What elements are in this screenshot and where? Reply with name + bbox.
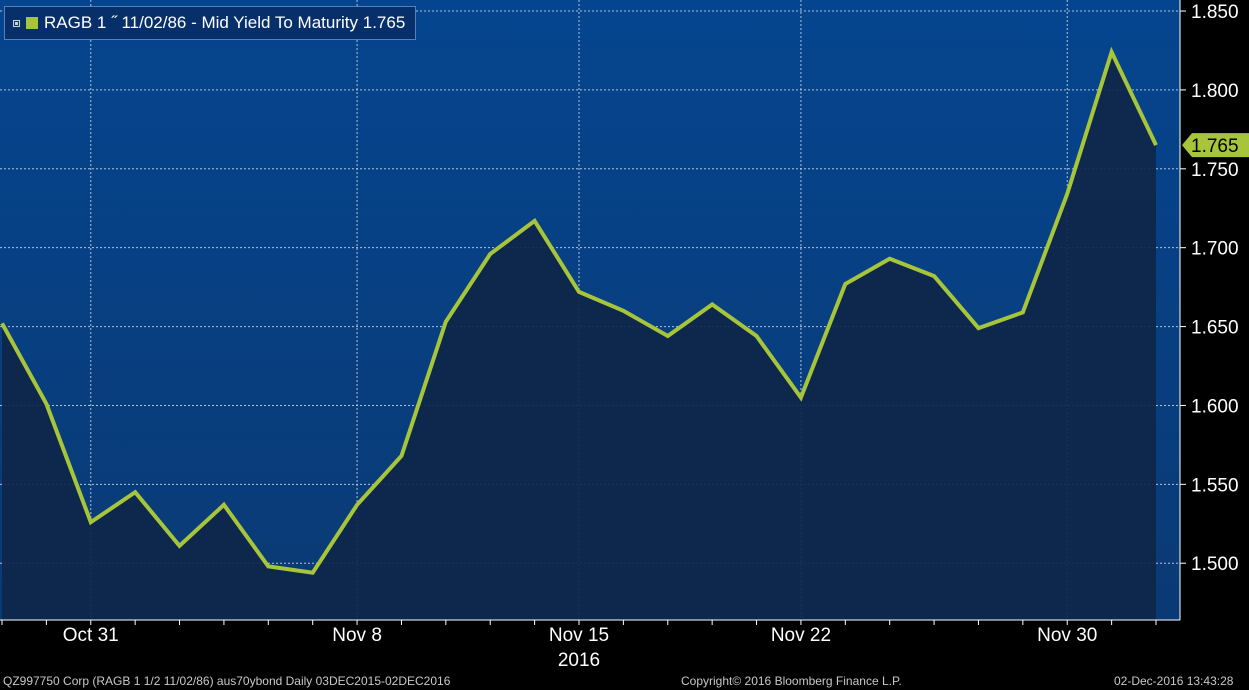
x-tick-label: Nov 22	[771, 625, 831, 646]
axis-background	[1180, 0, 1249, 672]
footer: QZ997750 Corp (RAGB 1 1/2 11/02/86) aus7…	[0, 672, 1249, 690]
y-tick-label: 1.750	[1191, 160, 1239, 181]
footer-copyright: Copyright© 2016 Bloomberg Finance L.P.	[681, 674, 902, 688]
xaxis-background	[0, 620, 1180, 672]
x-tick-label: Oct 31	[63, 625, 119, 646]
x-tick-label: Nov 30	[1037, 625, 1097, 646]
x-year-label: 2016	[558, 650, 600, 671]
axis-layer: 1.500 1.550 1.600 1.650 1.700 1.750 1.800 1.850…	[0, 0, 1239, 671]
y-tick-label: 1.600	[1191, 396, 1239, 417]
legend-swatch-icon	[26, 17, 38, 29]
y-tick-label: 1.500	[1191, 554, 1239, 575]
y-tick-label: 1.550	[1191, 475, 1239, 496]
x-tick-label: Nov 8	[332, 625, 382, 646]
y-tick-label: 1.700	[1191, 239, 1239, 260]
x-tick-label: Nov 15	[549, 625, 609, 646]
legend[interactable]: RAGB 1 ˝ 11/02/86 - Mid Yield To Maturit…	[4, 6, 417, 40]
last-value-tag	[1182, 133, 1249, 158]
footer-timestamp: 02-Dec-2016 13:43:28	[1114, 674, 1234, 688]
y-tick-label: 1.650	[1191, 318, 1239, 339]
series-area	[2, 52, 1156, 621]
legend-label: RAGB 1 ˝ 11/02/86 - Mid Yield To Maturit…	[44, 13, 406, 32]
area-layer	[2, 52, 1156, 621]
series-line	[0, 46, 1158, 575]
line-layer	[0, 46, 1158, 575]
last-value-label: 1.765	[1191, 136, 1239, 157]
y-tick-label: 1.800	[1191, 81, 1239, 102]
footer-security-info: QZ997750 Corp (RAGB 1 1/2 11/02/86) aus7…	[3, 674, 451, 688]
yield-chart-svg: 1.500 1.550 1.600 1.650 1.700 1.750 1.800 1.850…	[0, 0, 1249, 672]
legend-toggle-icon[interactable]	[13, 19, 20, 27]
y-tick-label: 1.850	[1191, 2, 1239, 23]
label-layer: 1.765	[1182, 133, 1249, 158]
